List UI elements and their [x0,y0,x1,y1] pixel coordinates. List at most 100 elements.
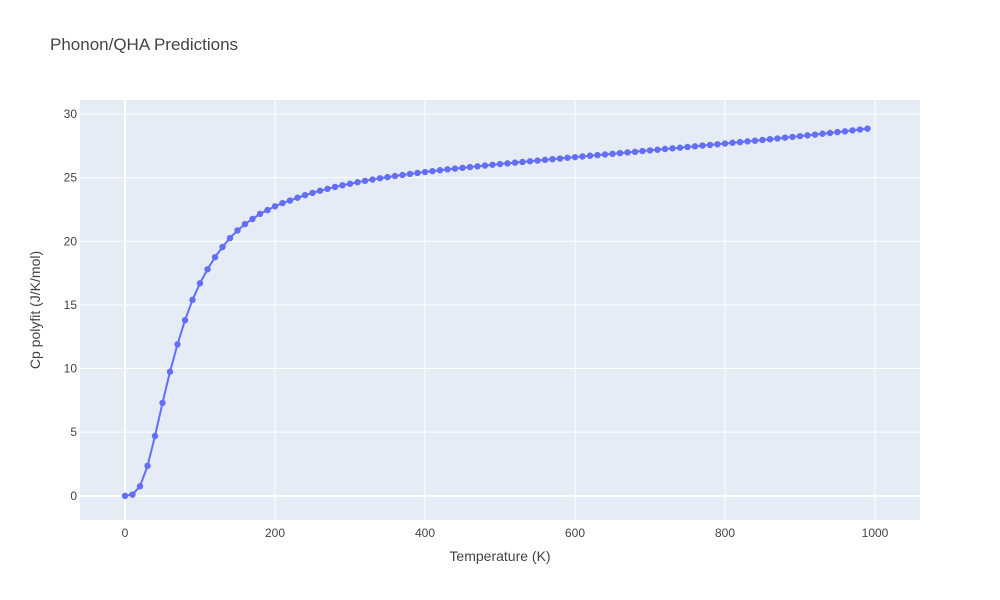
data-point[interactable] [466,163,474,171]
data-point[interactable] [331,183,339,191]
data-point[interactable] [264,206,271,214]
data-point[interactable] [136,483,144,490]
data-point[interactable] [654,146,661,153]
data-point[interactable] [796,132,804,140]
data-point[interactable] [684,143,691,151]
data-point[interactable] [699,142,706,149]
data-point[interactable] [234,227,241,234]
data-point[interactable] [759,136,766,144]
data-point[interactable] [774,135,781,142]
data-point[interactable] [556,155,564,162]
data-point[interactable] [436,167,444,174]
data-point[interactable] [489,161,496,168]
data-point[interactable] [706,141,714,149]
data-point[interactable] [196,280,204,287]
data-point[interactable] [421,168,429,176]
data-point[interactable] [279,199,286,207]
data-point[interactable] [579,153,586,160]
data-point[interactable] [744,138,751,145]
data-point[interactable] [181,316,189,324]
data-point[interactable] [384,173,391,181]
data-point[interactable] [789,133,796,141]
data-point[interactable] [429,167,436,175]
data-point[interactable] [661,145,669,153]
data-point[interactable] [564,154,571,161]
data-point[interactable] [144,462,151,470]
data-point[interactable] [519,158,526,166]
data-point[interactable] [826,129,834,137]
data-point[interactable] [346,180,354,187]
data-point[interactable] [406,170,414,178]
data-point[interactable] [211,253,219,261]
data-point[interactable] [271,203,279,210]
data-point[interactable] [751,137,759,144]
data-point[interactable] [804,132,811,139]
data-point[interactable] [174,341,181,348]
data-point[interactable] [601,151,609,158]
data-point[interactable] [534,157,541,164]
data-point[interactable] [474,163,481,170]
data-point[interactable] [159,399,166,407]
data-point[interactable] [541,156,549,164]
data-point[interactable] [729,139,736,146]
data-point[interactable] [586,152,594,159]
data-point[interactable] [721,140,729,147]
data-point[interactable] [511,159,519,166]
data-point[interactable] [376,175,384,182]
data-point[interactable] [189,296,196,304]
data-point[interactable] [324,185,331,193]
data-point[interactable] [309,189,316,197]
data-point[interactable] [316,187,324,194]
data-point[interactable] [459,164,466,172]
data-point[interactable] [849,127,856,134]
data-point[interactable] [811,131,819,138]
data-point[interactable] [286,197,294,204]
data-point[interactable] [864,125,871,132]
data-point[interactable] [669,145,676,152]
data-point[interactable] [646,147,654,154]
data-point[interactable] [414,169,421,177]
data-point[interactable] [766,136,774,143]
data-point[interactable] [714,141,721,148]
data-point[interactable] [819,130,826,137]
data-point[interactable] [526,158,534,165]
data-point[interactable] [399,171,406,179]
data-point[interactable] [129,491,136,498]
data-point[interactable] [226,234,234,242]
data-point[interactable] [256,210,264,218]
data-point[interactable] [451,165,459,172]
data-point[interactable] [339,182,346,189]
data-point[interactable] [631,148,639,155]
data-point[interactable] [151,432,159,440]
data-point[interactable] [496,160,504,168]
data-point[interactable] [219,243,226,251]
data-point[interactable] [856,126,864,133]
data-point[interactable] [301,192,309,199]
data-point[interactable] [481,162,489,169]
data-point[interactable] [594,151,601,159]
data-point[interactable] [369,176,376,183]
data-point[interactable] [639,147,646,155]
data-point[interactable] [121,492,129,500]
data-point[interactable] [834,128,841,136]
data-point[interactable] [549,155,556,163]
data-point[interactable] [676,144,684,151]
data-point[interactable] [391,172,399,180]
data-point[interactable] [361,177,369,185]
data-point[interactable] [691,143,699,150]
data-point[interactable] [294,194,301,201]
data-point[interactable] [354,179,361,186]
data-point[interactable] [249,215,256,223]
data-point[interactable] [241,220,249,228]
data-point[interactable] [736,138,744,146]
data-point[interactable] [609,150,616,158]
data-point[interactable] [571,153,579,161]
data-point[interactable] [166,368,174,375]
data-point[interactable] [444,166,451,173]
data-point[interactable] [841,128,849,135]
data-point[interactable] [616,149,624,157]
data-point[interactable] [781,134,789,141]
data-point[interactable] [204,266,211,273]
data-point[interactable] [624,149,631,156]
data-point[interactable] [504,160,511,167]
